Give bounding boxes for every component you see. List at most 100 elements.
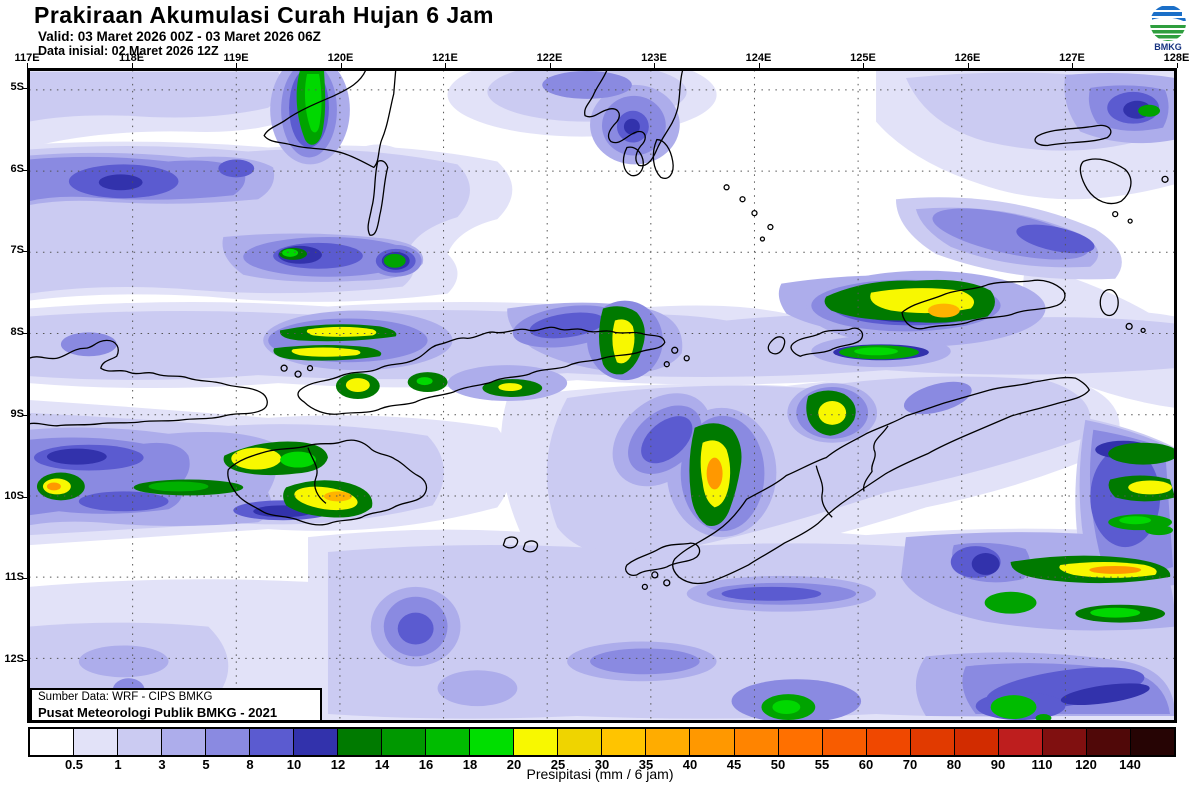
- precipitation-color-scale: [28, 727, 1176, 757]
- lon-label-128E: 128E: [1163, 52, 1190, 64]
- colorbar-segment-25: [1130, 729, 1174, 755]
- lon-tick: [967, 63, 969, 68]
- precipitation-map: [27, 68, 1177, 723]
- colorbar-segment-15: [690, 729, 735, 755]
- lon-tick: [340, 63, 342, 68]
- colorbar-tick-60: 60: [858, 757, 874, 772]
- colorbar-segment-1: [74, 729, 119, 755]
- lat-tick: [22, 578, 27, 580]
- lon-tick: [549, 63, 551, 68]
- colorbar-segment-5: [250, 729, 295, 755]
- lat-tick: [22, 169, 27, 171]
- bmkg-logo-icon: [1150, 5, 1186, 41]
- colorbar-segment-20: [910, 729, 955, 755]
- colorbar-segment-4: [206, 729, 251, 755]
- colorbar-segment-0: [30, 729, 75, 755]
- coastlines: [29, 70, 1169, 590]
- lat-label-10S: 10S: [4, 489, 24, 502]
- colorbar-segment-2: [118, 729, 163, 755]
- lon-tick: [1072, 63, 1073, 68]
- lon-label-122E: 122E: [536, 52, 563, 64]
- colorbar-segment-11: [514, 729, 559, 755]
- lat-label-7S: 7S: [10, 244, 24, 257]
- colorbar-tick-70: 70: [902, 757, 918, 772]
- colorbar-tick-18: 18: [462, 757, 478, 772]
- colorbar-segment-6: [294, 729, 339, 755]
- lon-label-123E: 123E: [641, 52, 667, 64]
- graticule-grid: [29, 70, 1175, 721]
- valid-time-label: Valid: 03 Maret 2026 00Z - 03 Maret 2026…: [38, 29, 321, 44]
- precipitation-contour-canvas: [28, 69, 1176, 722]
- colorbar-tick-12: 12: [330, 757, 346, 772]
- colorbar-tick-30: 30: [594, 757, 610, 772]
- colorbar-tick-140: 140: [1119, 757, 1141, 772]
- colorbar-segment-23: [1042, 729, 1087, 755]
- colorbar-segment-12: [558, 729, 603, 755]
- lat-label-5S: 5S: [10, 81, 24, 93]
- lat-label-6S: 6S: [10, 162, 24, 175]
- lat-label-9S: 9S: [10, 407, 24, 420]
- lon-tick: [445, 63, 446, 68]
- colorbar-tick-1: 1: [114, 757, 122, 772]
- lat-label-8S: 8S: [10, 326, 24, 339]
- lon-tick: [1176, 63, 1178, 68]
- colorbar-tick-0.5: 0.5: [64, 757, 84, 772]
- source-data-label: Sumber Data: WRF - CIPS BMKG: [38, 691, 213, 703]
- lat-tick: [22, 251, 27, 253]
- colorbar-tick-16: 16: [418, 757, 434, 772]
- colorbar-tick-90: 90: [990, 757, 1006, 772]
- colorbar-tick-55: 55: [814, 757, 830, 772]
- colorbar-tick-120: 120: [1075, 757, 1097, 772]
- colorbar-segment-10: [470, 729, 515, 755]
- colorbar-segment-22: [998, 729, 1043, 755]
- page-title: Prakiraan Akumulasi Curah Hujan 6 Jam: [34, 2, 494, 28]
- colorbar-segment-17: [778, 729, 823, 755]
- colorbar-segment-8: [382, 729, 427, 755]
- colorbar-tick-3: 3: [158, 757, 166, 772]
- lon-label-121E: 121E: [432, 52, 458, 64]
- colorbar-tick-35: 35: [638, 757, 654, 772]
- colorbar-tick-25: 25: [550, 757, 566, 772]
- lat-label-12S: 12S: [4, 652, 24, 665]
- colorbar-segment-13: [602, 729, 647, 755]
- colorbar-tick-80: 80: [946, 757, 962, 772]
- lon-tick: [27, 63, 28, 68]
- colorbar-tick-8: 8: [246, 757, 254, 772]
- bmkg-logo-label: BMKG: [1154, 42, 1182, 52]
- colorbar-tick-50: 50: [770, 757, 786, 772]
- colorbar-tick-10: 10: [286, 757, 302, 772]
- colorbar-segment-16: [734, 729, 779, 755]
- colorbar-tick-5: 5: [202, 757, 210, 772]
- colorbar-tick-14: 14: [374, 757, 390, 772]
- color-scale-caption: Presipitasi (mm / 6 jam): [526, 766, 674, 782]
- lat-label-11S: 11S: [5, 571, 24, 584]
- lon-tick: [863, 63, 864, 68]
- lon-label-120E: 120E: [327, 52, 354, 64]
- publisher-label: Pusat Meteorologi Publik BMKG - 2021: [38, 704, 278, 720]
- contour-heavy-rain-cores: [36, 70, 1175, 721]
- lon-tick: [131, 63, 133, 68]
- lat-tick: [22, 333, 27, 335]
- colorbar-tick-45: 45: [726, 757, 742, 772]
- initial-data-label: Data inisial: 02 Maret 2026 12Z: [38, 44, 219, 58]
- lon-label-117E: 117E: [14, 52, 40, 64]
- colorbar-segment-18: [822, 729, 867, 755]
- source-attribution-box: Sumber Data: WRF - CIPS BMKG Pusat Meteo…: [30, 688, 322, 722]
- colorbar-segment-14: [646, 729, 691, 755]
- lon-tick: [654, 63, 655, 68]
- lon-tick: [236, 63, 237, 68]
- colorbar-tick-110: 110: [1031, 757, 1053, 772]
- colorbar-segment-24: [1086, 729, 1131, 755]
- colorbar-tick-40: 40: [682, 757, 698, 772]
- colorbar-segment-19: [866, 729, 911, 755]
- colorbar-segment-3: [162, 729, 207, 755]
- colorbar-segment-7: [338, 729, 383, 755]
- lat-tick: [22, 414, 27, 416]
- lat-tick: [22, 88, 27, 89]
- lat-tick: [22, 496, 27, 498]
- lon-label-125E: 125E: [850, 52, 876, 64]
- lat-tick: [22, 659, 27, 661]
- lon-label-124E: 124E: [745, 52, 772, 64]
- lon-label-127E: 127E: [1059, 52, 1085, 64]
